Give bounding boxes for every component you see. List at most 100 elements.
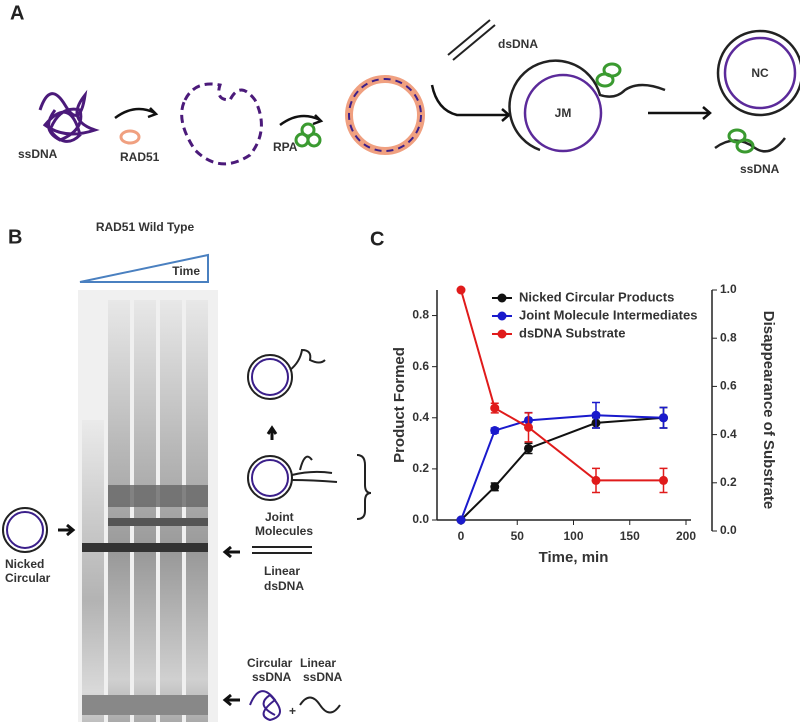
panel-label: B <box>8 226 22 248</box>
data-point <box>591 475 601 485</box>
jm-band <box>108 485 208 507</box>
label: Linear <box>300 656 336 670</box>
arrow <box>58 523 76 537</box>
nc-inner <box>6 511 44 549</box>
arrow <box>114 107 156 120</box>
arrow <box>222 693 240 707</box>
jm-circle <box>523 73 603 153</box>
y2-tick-label: 0.2 <box>720 475 737 489</box>
x-tick-label: 150 <box>620 529 640 543</box>
data-point <box>490 426 500 436</box>
y2-tick-label: 1.0 <box>720 282 737 296</box>
legend-marker <box>497 311 507 321</box>
band <box>108 518 208 526</box>
jm-inner <box>251 459 289 497</box>
arrow-head <box>702 106 712 120</box>
label: Nicked <box>5 557 44 571</box>
time-label: Time <box>172 264 200 278</box>
arrow <box>279 114 321 127</box>
label: dsDNA <box>264 579 304 593</box>
y-tick-label: 0.0 <box>412 512 429 526</box>
data-point <box>490 403 500 413</box>
legend-label: dsDNA Substrate <box>519 325 625 340</box>
legend-label: Joint Molecule Intermediates <box>519 307 697 322</box>
arrow <box>222 545 240 559</box>
arrow <box>430 84 507 117</box>
jm-inner <box>251 358 289 396</box>
y2-tick-label: 0.6 <box>720 379 737 393</box>
legend-marker <box>497 293 507 303</box>
label: Joint <box>265 510 294 524</box>
nc-outer <box>716 29 800 117</box>
data-point <box>456 515 466 525</box>
jm-outer <box>247 455 293 501</box>
gel-lane <box>186 300 208 722</box>
nc-inner <box>723 36 797 110</box>
data-point <box>659 413 668 423</box>
gel-lane <box>82 420 104 722</box>
legend-label: Nicked Circular Products <box>519 289 674 304</box>
label: NC <box>751 66 769 80</box>
label: dsDNA <box>498 37 538 51</box>
legend-marker <box>497 329 507 339</box>
x-tick-label: 50 <box>511 529 525 543</box>
y-tick-label: 0.4 <box>412 410 429 424</box>
data-point <box>659 475 668 485</box>
label: Circular <box>5 571 51 585</box>
label: Circular <box>247 656 293 670</box>
gel-lane <box>160 300 182 722</box>
label: ssDNA <box>252 670 292 684</box>
bracket <box>356 454 372 520</box>
x-axis-title: Time, min <box>539 549 609 566</box>
label: RPA <box>273 140 298 154</box>
data-point <box>524 422 533 432</box>
time-wedge <box>79 253 209 283</box>
y2-tick-label: 0.8 <box>720 330 737 344</box>
rpa-icon <box>727 128 755 154</box>
x-tick-label: 100 <box>563 529 583 543</box>
y-axis-title: Product Formed <box>391 347 408 463</box>
label: + <box>289 704 296 718</box>
jm-outer <box>247 354 293 400</box>
y-tick-label: 0.6 <box>412 359 429 373</box>
ssdna-product <box>714 137 786 153</box>
rad51-icon <box>119 129 141 145</box>
x-tick-label: 0 <box>458 529 465 543</box>
label: Linear <box>264 564 300 578</box>
label: Molecules <box>255 524 313 538</box>
linear-ssdna-icon <box>299 696 341 714</box>
y2-tick-label: 0.0 <box>720 523 737 537</box>
dsdna-strand <box>447 19 491 56</box>
panel-a <box>38 19 800 166</box>
gel <box>78 290 218 722</box>
label: ssDNA <box>303 670 343 684</box>
label: RAD51 <box>120 150 160 164</box>
panel-b-icons <box>2 348 372 722</box>
partial-filament <box>180 82 263 166</box>
panel-label: A <box>10 2 24 24</box>
ssdna-coil <box>38 89 100 143</box>
y2-tick-label: 0.4 <box>720 427 737 441</box>
gel-lane <box>108 300 130 722</box>
jm-tail <box>289 348 326 371</box>
rpa-icon <box>294 122 322 148</box>
rpa-icon <box>595 62 622 88</box>
data-point <box>524 443 533 453</box>
dsdna-strand <box>452 24 496 61</box>
linear-band <box>82 543 208 552</box>
x-tick-label: 200 <box>676 529 696 543</box>
data-point <box>490 482 500 492</box>
ssdna-circle <box>348 78 422 152</box>
jm-tail <box>291 455 338 483</box>
y-tick-label: 0.2 <box>412 461 429 475</box>
arrow-head <box>147 107 159 119</box>
label: JM <box>555 106 572 120</box>
nc-outer <box>2 507 48 553</box>
label: ssDNA <box>740 162 780 176</box>
chart: 0.0 0.2 0.4 0.6 0.8 0.0 0.2 0.4 0.6 0.8 1.0 0 50 100 1… <box>391 282 777 566</box>
ssdna-band <box>82 695 208 715</box>
y2-axis-title: Disappearance of Substrate <box>760 311 777 509</box>
arrow-head <box>312 114 324 126</box>
panel-label: C <box>370 228 384 250</box>
